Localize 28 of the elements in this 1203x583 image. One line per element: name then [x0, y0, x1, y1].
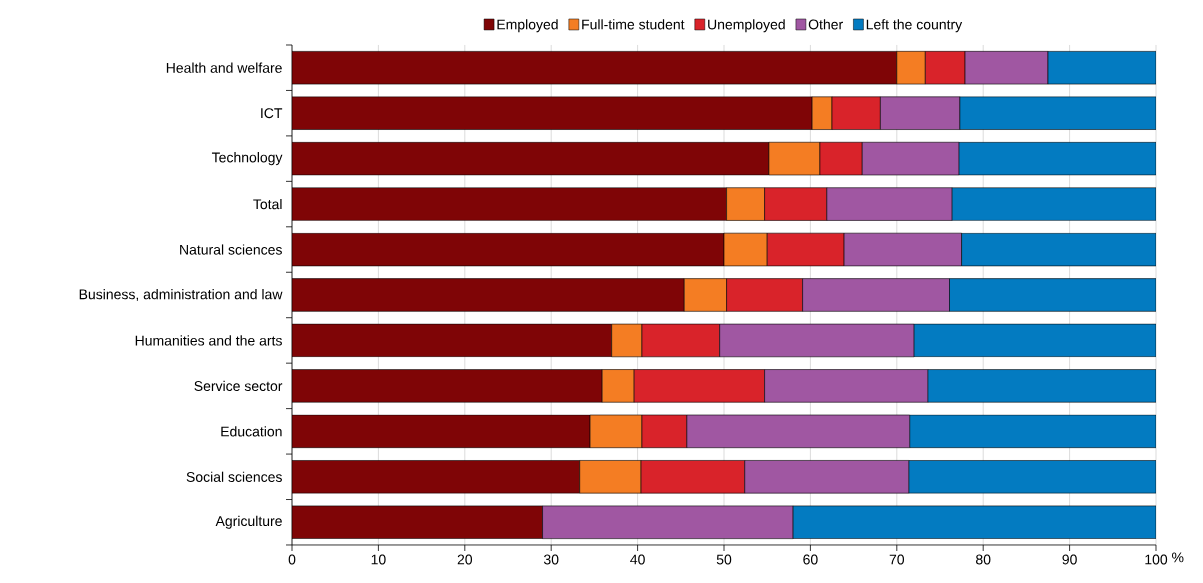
y-tick-label: Technology	[211, 152, 283, 166]
legend-label: Other	[808, 19, 843, 30]
x-tick-label: 100	[1145, 554, 1168, 565]
y-tick-label: ICT	[261, 108, 283, 119]
x-tick-label: 10	[371, 554, 386, 565]
legend-label: Employed	[497, 19, 558, 33]
x-tick-label: 20	[457, 554, 473, 565]
y-tick-label: Total	[253, 198, 282, 210]
y-tick-label: Service sector	[194, 380, 283, 392]
x-tick-label: 50	[716, 554, 732, 565]
x-tick-label: 80	[976, 554, 991, 565]
legend-label: Unemployed	[708, 19, 785, 33]
y-tick-label: Health and welfare	[166, 62, 282, 73]
legend-label: Full-time student	[582, 19, 685, 30]
x-tick-label: 60	[803, 554, 818, 565]
x-tick-label: 90	[1062, 554, 1077, 565]
y-tick-label: Natural sciences	[180, 244, 282, 255]
x-tick-label: 0	[288, 554, 296, 565]
y-tick-label: Humanities and the arts	[135, 335, 282, 346]
x-axis-title: %	[1172, 552, 1184, 563]
y-tick-label: Education	[221, 426, 282, 437]
x-tick-label: 70	[889, 554, 905, 565]
legend-label: Left the country	[866, 19, 963, 33]
y-tick-label: Business, administration and law	[79, 289, 283, 301]
x-tick-label: 30	[543, 554, 559, 565]
x-tick-label: 40	[630, 554, 645, 565]
y-tick-label: Agriculture	[215, 515, 282, 529]
y-tick-label: Social sciences	[186, 471, 282, 482]
